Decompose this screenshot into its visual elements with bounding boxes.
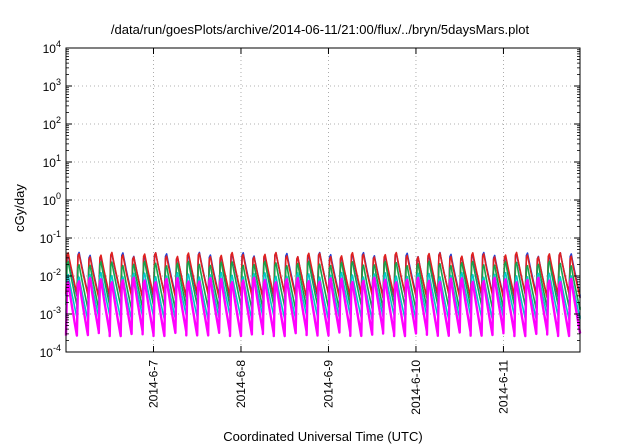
y-tick-label: 102 [43,115,61,132]
y-tick-exponent: 0 [56,191,61,201]
y-axis-label: cGy/day [12,184,27,232]
y-tick-label: 103 [43,77,61,94]
y-tick-exponent: -4 [53,343,61,353]
y-tick-label: 104 [43,39,61,56]
y-tick-label: 10-4 [40,343,61,360]
y-tick-label: 10-1 [40,229,61,246]
y-tick-label: 10-3 [40,305,61,322]
x-tick-label: 2014-6-8 [234,360,248,408]
x-tick-label: 2014-6-9 [321,360,335,408]
y-tick-exponent: 1 [56,153,61,163]
y-tick-exponent: -3 [53,305,61,315]
y-tick-label: 101 [43,153,61,170]
data-series [64,251,582,338]
chart-title: /data/run/goesPlots/archive/2014-06-11/2… [110,22,530,37]
x-tick-label: 2014-6-10 [409,360,423,415]
y-tick-exponent: 3 [56,77,61,87]
x-tick-label: 2014-6-7 [146,360,160,408]
x-tick-label: 2014-6-11 [496,360,510,414]
x-axis-label: Coordinated Universal Time (UTC) [223,429,423,444]
y-tick-exponent: -1 [53,229,61,239]
y-tick-exponent: 4 [56,39,61,49]
series-line [65,271,581,321]
series-line [65,251,581,299]
y-tick-exponent: -2 [53,267,61,277]
series-line [64,276,582,338]
y-tick-label: 100 [43,191,61,208]
y-tick-exponent: 2 [56,115,61,125]
series-line [65,260,581,311]
y-tick-label: 10-2 [40,267,61,284]
